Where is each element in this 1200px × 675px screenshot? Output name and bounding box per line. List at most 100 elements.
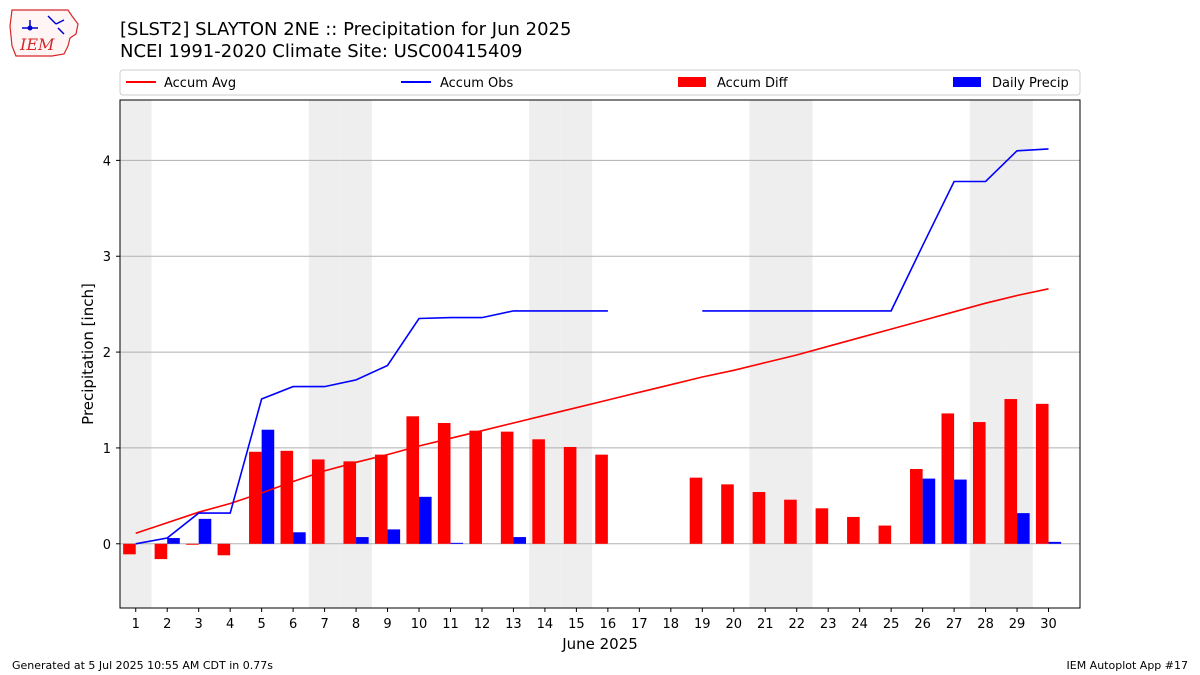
x-tick-label: 13 bbox=[505, 617, 522, 632]
x-tick-label: 7 bbox=[320, 617, 328, 632]
daily-precip-bar bbox=[167, 538, 180, 544]
bars bbox=[123, 399, 1062, 560]
x-tick-label: 1 bbox=[132, 617, 140, 632]
iem-logo: IEM bbox=[9, 9, 79, 57]
accum-diff-bar bbox=[972, 422, 986, 544]
x-tick-label: 16 bbox=[600, 617, 617, 632]
y-axis-label: Precipitation [inch] bbox=[79, 283, 97, 425]
accum-diff-bar bbox=[910, 469, 923, 544]
x-tick-label: 17 bbox=[631, 617, 648, 632]
lines bbox=[135, 148, 1049, 545]
x-tick-label: 6 bbox=[289, 617, 297, 632]
y-tick-label: 2 bbox=[103, 346, 111, 361]
y-tick-label: 3 bbox=[103, 250, 111, 265]
accum-diff-bar bbox=[847, 516, 860, 544]
y-tick-label: 0 bbox=[103, 538, 111, 553]
x-tick-label: 26 bbox=[914, 617, 931, 632]
accum-obs-line bbox=[702, 148, 1049, 312]
generated-timestamp: Generated at 5 Jul 2025 10:55 AM CDT in … bbox=[12, 659, 273, 672]
accum-diff-bar bbox=[249, 451, 262, 544]
daily-precip-bar bbox=[419, 496, 432, 544]
x-tick-label: 21 bbox=[757, 617, 774, 632]
x-tick-label: 22 bbox=[788, 617, 805, 632]
chart-title-line1: [SLST2] SLAYTON 2NE :: Precipitation for… bbox=[120, 19, 571, 40]
x-tick-label: 10 bbox=[411, 617, 428, 632]
x-tick-label: 28 bbox=[977, 617, 994, 632]
daily-precip-bar bbox=[261, 429, 275, 544]
accum-obs-line bbox=[135, 310, 608, 545]
x-tick-label: 23 bbox=[820, 617, 837, 632]
accum-diff-bar bbox=[721, 484, 734, 544]
x-tick-label: 18 bbox=[663, 617, 680, 632]
x-tick-label: 25 bbox=[883, 617, 900, 632]
daily-precip-bar bbox=[387, 529, 401, 544]
x-tick-label: 4 bbox=[226, 617, 234, 632]
x-tick-label: 8 bbox=[352, 617, 360, 632]
x-tick-label: 24 bbox=[851, 617, 868, 632]
accum-diff-bar bbox=[280, 450, 294, 544]
legend-accum-diff-swatch bbox=[678, 77, 706, 87]
legend-accum-diff-label: Accum Diff bbox=[717, 76, 789, 91]
x-tick-label: 30 bbox=[1040, 617, 1057, 632]
x-tick-label: 11 bbox=[442, 617, 459, 632]
y-tick-label: 1 bbox=[103, 442, 111, 457]
accum-diff-bar bbox=[500, 431, 514, 544]
accum-diff-bar bbox=[563, 446, 577, 544]
accum-diff-bar bbox=[595, 454, 608, 544]
x-tick-label: 19 bbox=[694, 617, 711, 632]
x-tick-label: 20 bbox=[725, 617, 742, 632]
accum-diff-bar bbox=[343, 461, 357, 544]
weekend-band bbox=[120, 100, 152, 608]
x-tick-label: 27 bbox=[946, 617, 963, 632]
station-dot-icon bbox=[27, 25, 33, 31]
x-tick-label: 9 bbox=[383, 617, 391, 632]
legend-box bbox=[119, 69, 1081, 96]
accum-diff-bar bbox=[437, 423, 451, 544]
app-credit: IEM Autoplot App #17 bbox=[1066, 659, 1189, 672]
legend-daily-precip-swatch bbox=[953, 77, 981, 87]
y-tick-label: 4 bbox=[103, 154, 111, 169]
accum-diff-bar bbox=[941, 413, 955, 544]
accum-diff-bar bbox=[878, 525, 892, 544]
logo-text: IEM bbox=[19, 35, 55, 54]
daily-precip-bar bbox=[922, 478, 936, 544]
accum-diff-bar bbox=[123, 543, 136, 555]
accum-diff-bar bbox=[532, 439, 545, 544]
accum-diff-bar bbox=[784, 499, 797, 544]
plot-frame bbox=[119, 99, 1081, 609]
legend-daily-precip-label: Daily Precip bbox=[992, 76, 1069, 91]
accum-diff-bar bbox=[469, 430, 482, 544]
x-tick-label: 15 bbox=[568, 617, 585, 632]
legend-accum-obs-label: Accum Obs bbox=[440, 76, 513, 91]
x-tick-label: 29 bbox=[1009, 617, 1026, 632]
x-axis-ticks: 1 2 3 4 5 6 7 8 9 10 11 12 13 14 15 16 17 18 19 20 21 22 23 24 2… bbox=[132, 608, 1057, 632]
daily-precip-bar bbox=[1048, 541, 1062, 544]
x-tick-label: 12 bbox=[474, 617, 491, 632]
daily-precip-bar bbox=[954, 479, 967, 544]
chart-title-line2: NCEI 1991-2020 Climate Site: USC00415409 bbox=[120, 41, 522, 62]
daily-precip-bar bbox=[513, 537, 527, 544]
accum-diff-bar bbox=[1035, 403, 1049, 544]
accum-diff-bar bbox=[186, 543, 199, 545]
legend-accum-avg-label: Accum Avg bbox=[164, 76, 236, 91]
daily-precip-bar bbox=[356, 537, 369, 544]
accum-avg-line bbox=[135, 288, 1049, 534]
accum-diff-bar bbox=[406, 416, 420, 544]
accum-diff-bar bbox=[374, 454, 388, 544]
daily-precip-bar bbox=[450, 542, 464, 544]
daily-precip-bar bbox=[293, 532, 306, 544]
x-tick-label: 14 bbox=[537, 617, 554, 632]
daily-precip-bar bbox=[1017, 513, 1030, 544]
x-tick-label: 5 bbox=[257, 617, 265, 632]
accum-diff-bar bbox=[154, 543, 168, 560]
x-tick-label: 2 bbox=[163, 617, 171, 632]
accum-diff-bar bbox=[217, 543, 231, 556]
y-axis-ticks: 0 1 2 3 4 bbox=[103, 154, 120, 553]
accum-diff-bar bbox=[815, 508, 829, 544]
accum-diff-bar bbox=[752, 492, 766, 544]
daily-precip-bar bbox=[198, 518, 212, 544]
accum-diff-bar bbox=[1004, 399, 1018, 544]
accum-diff-bar bbox=[689, 477, 703, 544]
accum-diff-bar bbox=[312, 459, 325, 544]
